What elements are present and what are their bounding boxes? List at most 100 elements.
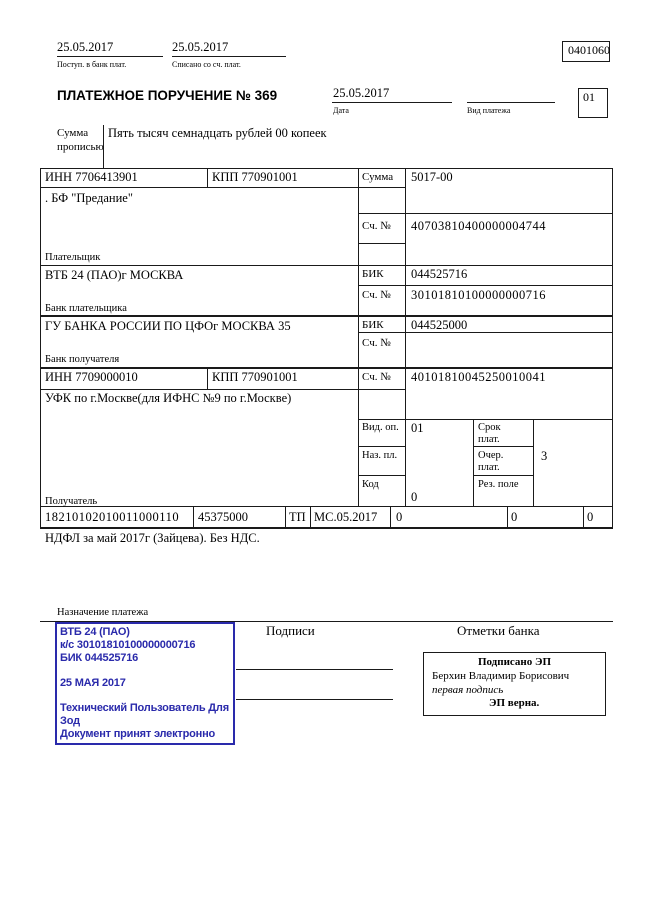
border-line (40, 187, 406, 188)
payee-name: УФК по г.Москве(для ИФНС №9 по г.Москве) (45, 391, 292, 405)
stamp-user-line-1: Технический Пользователь Для (60, 702, 229, 714)
status-code: 01 (583, 90, 595, 104)
border-line (103, 125, 104, 168)
payee-account: 40101810045250010041 (411, 370, 546, 384)
naz-pl-label: Наз. пл. (362, 450, 398, 461)
payee-bank-bik: 044525000 (411, 318, 468, 332)
underline (172, 56, 286, 57)
border-line (473, 475, 533, 476)
border-line (405, 168, 406, 507)
border-line (358, 168, 359, 507)
payee-account-label: Сч. № (362, 371, 391, 383)
border-line (193, 507, 194, 527)
border-line (207, 367, 208, 389)
document-date: 25.05.2017 (333, 86, 390, 100)
border-line (40, 621, 613, 622)
signature-role: первая подпись (432, 684, 504, 696)
payment-purpose-text: НДФЛ за май 2017г (Зайцева). Без НДС. (45, 531, 260, 545)
amount-words-label-1: Сумма (57, 127, 89, 139)
amount-in-words: Пять тысяч семнадцать рублей 00 копеек (108, 126, 327, 140)
rez-pole-label: Рез. поле (478, 479, 519, 490)
date-label: Дата (333, 106, 349, 115)
border-line (40, 389, 406, 390)
ocher-plat-label-1: Очер. (478, 450, 504, 461)
payee-bank-bik-label: БИК (362, 319, 384, 331)
border-line (358, 332, 613, 333)
border-line (358, 475, 406, 476)
stamp-date: 25 МАЯ 2017 (60, 677, 126, 689)
border-line (612, 168, 613, 529)
tax-oktmo: 45375000 (198, 510, 248, 524)
stamp-user-line-2: Зод (60, 715, 80, 727)
payer-bank-bik: 044525716 (411, 267, 468, 281)
payer-name: . БФ "Предание" (45, 191, 133, 205)
payee-bank-label: Банк получателя (45, 354, 120, 365)
payer-label: Плательщик (45, 252, 101, 263)
electronic-signature-box: Подписано ЭП Берхин Владимир Борисович п… (423, 652, 606, 716)
vid-op-value: 01 (411, 421, 424, 435)
border-line (358, 419, 613, 420)
received-date: 25.05.2017 (57, 40, 114, 54)
border-line (40, 168, 41, 529)
stamp-corr-account: к/с 30101810100000000716 (60, 639, 196, 651)
border-line (310, 507, 311, 527)
border-line (358, 285, 613, 286)
border-line (40, 168, 613, 169)
sum-cell-label: Сумма (362, 171, 394, 183)
ocher-plat-value: 3 (541, 449, 548, 463)
payer-account: 40703810400000004744 (411, 219, 546, 233)
ocher-plat-label-2: плат. (478, 462, 500, 473)
tax-doc-date: 0 (511, 510, 518, 524)
underline (467, 102, 555, 103)
border-line (285, 507, 286, 527)
signature-line (236, 699, 393, 700)
payee-bank-account-label: Сч. № (362, 337, 391, 349)
debited-date: 25.05.2017 (172, 40, 229, 54)
sum-value: 5017-00 (411, 170, 453, 184)
border-line (40, 506, 613, 507)
border-line (473, 446, 533, 447)
payment-purpose-label: Назначение платежа (57, 607, 149, 618)
form-code-box: 0401060 (562, 41, 610, 62)
tax-basis: ТП (289, 510, 306, 524)
border-line (40, 527, 613, 529)
border-line (40, 315, 613, 317)
border-line (533, 419, 534, 507)
payer-kpp: КПП 770901001 (212, 170, 298, 184)
stamp-bank-name: ВТБ 24 (ПАО) (60, 626, 130, 638)
payee-inn: ИНН 7709000010 (45, 370, 138, 384)
payer-inn: ИНН 7706413901 (45, 170, 138, 184)
kod-label: Код (362, 479, 379, 490)
underline (332, 102, 452, 103)
status-code-box: 01 (578, 88, 608, 118)
kod-value: 0 (411, 490, 418, 504)
border-line (40, 265, 613, 266)
payer-bank-account: 30101810100000000716 (411, 288, 546, 302)
border-line (358, 446, 406, 447)
tax-kbk: 18210102010011000110 (45, 510, 180, 524)
document-title: ПЛАТЕЖНОЕ ПОРУЧЕНИЕ № 369 (57, 88, 278, 103)
received-date-label: Поступ. в банк плат. (57, 60, 127, 69)
payer-bank-bik-label: БИК (362, 268, 384, 280)
stamp-accepted-note: Документ принят электронно (60, 728, 216, 740)
stamp-bik: БИК 044525716 (60, 652, 139, 664)
signature-line (236, 669, 393, 670)
payer-bank-account-label: Сч. № (362, 289, 391, 301)
border-line (390, 507, 391, 527)
payee-label: Получатель (45, 496, 98, 507)
border-line (583, 507, 584, 527)
payer-account-label: Сч. № (362, 220, 391, 232)
tax-doc-number: 0 (396, 510, 403, 524)
border-line (358, 243, 406, 244)
border-line (40, 367, 613, 369)
payment-type-label: Вид платежа (467, 106, 511, 115)
border-line (473, 419, 474, 507)
signatures-label: Подписи (266, 623, 315, 638)
amount-words-label-2: прописью (57, 141, 104, 153)
payee-kpp: КПП 770901001 (212, 370, 298, 384)
srok-plat-label-2: плат. (478, 434, 500, 445)
signer-name: Берхин Владимир Борисович (432, 670, 570, 682)
ep-verified-text: ЭП верна. (489, 697, 540, 709)
form-code: 0401060 (568, 43, 610, 57)
tax-payment-type: 0 (587, 510, 594, 524)
